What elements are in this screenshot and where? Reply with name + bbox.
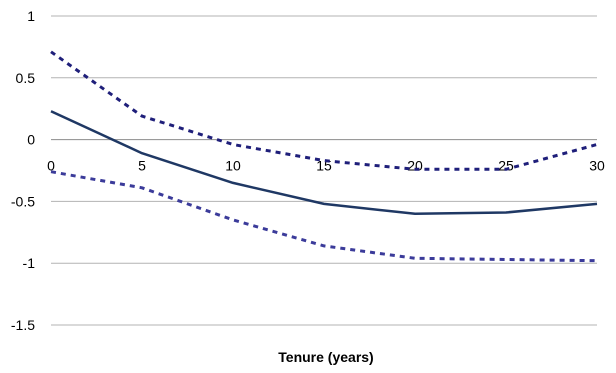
y-tick-label: 0 bbox=[27, 132, 35, 148]
series-line-1 bbox=[50, 110, 598, 216]
y-tick-label: -1.5 bbox=[11, 317, 35, 333]
x-axis-title: Tenure (years) bbox=[278, 349, 373, 365]
gridlines bbox=[51, 15, 597, 326]
y-tick-label: 1 bbox=[27, 8, 35, 24]
x-tick-label: 10 bbox=[225, 158, 241, 174]
y-tick-label: 0.5 bbox=[16, 70, 36, 86]
x-tick-label: 25 bbox=[498, 158, 514, 174]
x-tick-label: 30 bbox=[589, 158, 605, 174]
y-axis-tick-labels: 1 0.5 0 -0.5 -1 -1.5 bbox=[11, 8, 35, 333]
x-tick-label: 0 bbox=[47, 158, 55, 174]
series-line-3 bbox=[50, 170, 598, 263]
series-line-2 bbox=[50, 50, 598, 171]
x-tick-label: 5 bbox=[138, 158, 146, 174]
y-tick-label: -1 bbox=[23, 255, 36, 271]
y-tick-label: -0.5 bbox=[11, 193, 35, 209]
x-axis-tick-labels: 0 5 10 15 20 25 30 bbox=[47, 158, 605, 174]
x-tick-label: 20 bbox=[407, 158, 423, 174]
series-lines bbox=[50, 50, 598, 263]
